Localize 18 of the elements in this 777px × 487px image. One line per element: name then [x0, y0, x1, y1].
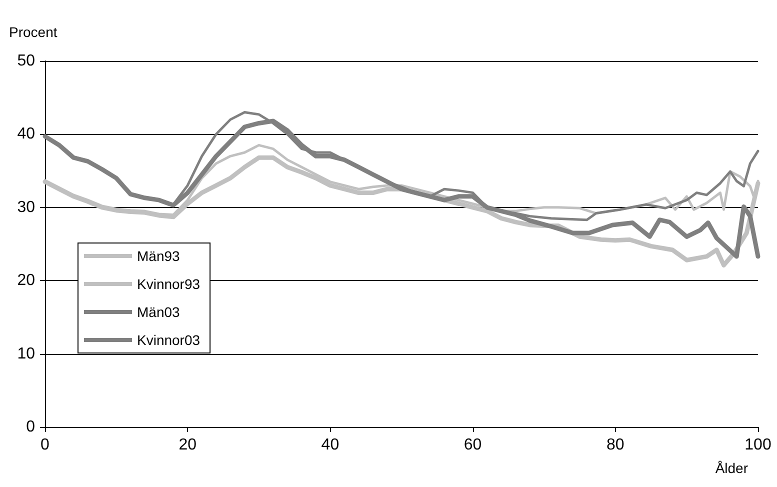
x-tick-label: 0	[40, 436, 50, 454]
x-tick-label: 20	[178, 436, 197, 454]
y-tick-label: 10	[17, 345, 36, 362]
legend-label: Män93	[137, 248, 180, 264]
y-tick-label: 0	[26, 418, 36, 436]
legend-label: Kvinnor93	[137, 276, 200, 292]
y-tick-label: 20	[17, 272, 36, 290]
x-tick-label: 100	[744, 436, 772, 454]
x-axis-title: Ålder	[715, 460, 748, 476]
y-tick-label: 40	[17, 126, 36, 143]
legend-label: Män03	[137, 304, 180, 320]
y-tick-label: 50	[17, 52, 36, 70]
y-tick-label: 30	[17, 198, 36, 216]
x-tick-label: 40	[321, 436, 340, 454]
x-tick-label: 80	[606, 436, 624, 454]
y-axis-title: Procent	[9, 24, 58, 40]
x-tick-label: 60	[464, 436, 482, 454]
legend-label: Kvinnor03	[137, 332, 200, 348]
